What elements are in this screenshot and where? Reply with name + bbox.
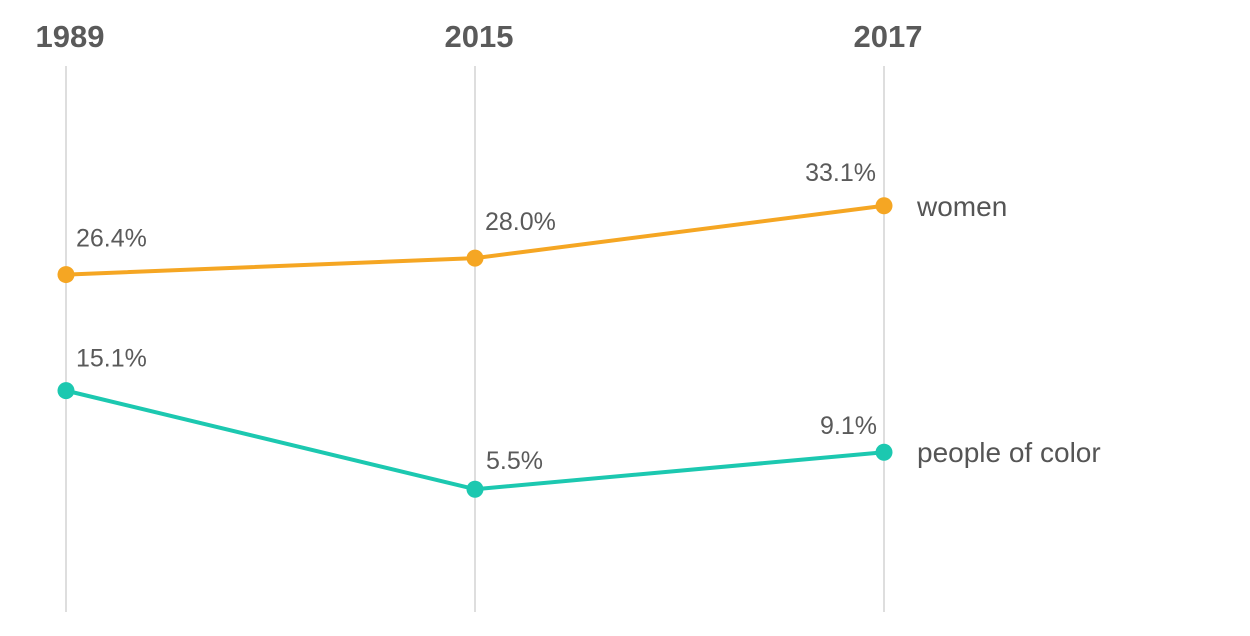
year-label-2017: 2017 xyxy=(854,19,923,54)
series-women: 26.4% 28.0% 33.1% women xyxy=(57,159,1007,284)
gridlines xyxy=(65,66,885,612)
data-point-people-of-color-1989 xyxy=(57,382,75,400)
year-label-1989: 1989 xyxy=(36,19,105,54)
data-label-people-of-color-2017: 9.1% xyxy=(820,412,877,440)
data-point-people-of-color-2017 xyxy=(875,443,893,461)
data-point-women-2017 xyxy=(875,197,893,215)
data-label-people-of-color-1989: 15.1% xyxy=(76,345,147,373)
year-label-2015: 2015 xyxy=(445,19,514,54)
data-point-women-1989 xyxy=(57,266,75,284)
data-label-women-2017: 33.1% xyxy=(805,159,876,187)
series-name-women: women xyxy=(916,191,1007,222)
data-label-women-2015: 28.0% xyxy=(485,208,556,236)
data-point-women-2015 xyxy=(466,249,484,267)
series-people-of-color: 15.1% 5.5% 9.1% people of color xyxy=(57,345,1101,498)
series-group: 26.4% 28.0% 33.1% women 15.1% 5.5% 9.1% people … xyxy=(57,159,1101,498)
year-labels: 1989 2015 2017 xyxy=(36,19,923,54)
series-name-people-of-color: people of color xyxy=(917,437,1101,468)
data-label-women-1989: 26.4% xyxy=(76,225,147,253)
data-point-people-of-color-2015 xyxy=(466,480,484,498)
data-label-people-of-color-2015: 5.5% xyxy=(486,447,543,475)
